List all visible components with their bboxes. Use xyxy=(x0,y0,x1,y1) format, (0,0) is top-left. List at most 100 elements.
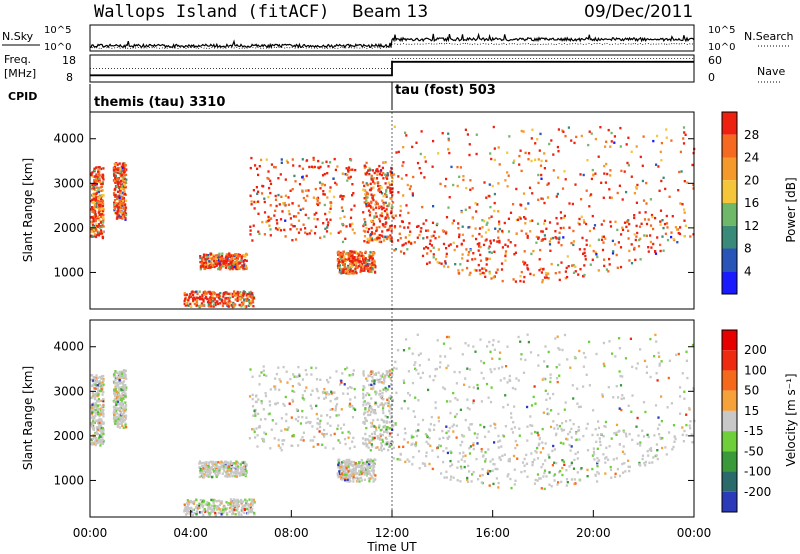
scatter-cell xyxy=(341,209,344,213)
scatter-cell xyxy=(488,270,491,274)
scatter-cell xyxy=(122,384,125,387)
scatter-cell xyxy=(471,258,474,261)
scatter-cell xyxy=(122,370,126,373)
scatter-cell xyxy=(350,265,354,268)
scatter-cell xyxy=(226,303,229,306)
scatter-cell xyxy=(102,377,105,381)
scatter-cell xyxy=(210,261,213,265)
scatter-cell xyxy=(96,190,99,193)
scatter-cell xyxy=(225,291,228,294)
scatter-cell xyxy=(257,426,261,429)
scatter-cell xyxy=(289,217,292,220)
scatter-cell xyxy=(231,267,234,270)
scatter-cell xyxy=(317,422,321,426)
scatter-cell xyxy=(277,444,280,447)
scatter-cell xyxy=(497,236,500,239)
scatter-cell xyxy=(251,397,254,401)
scatter-cell xyxy=(195,296,198,299)
scatter-cell xyxy=(241,505,244,508)
scatter-cell xyxy=(571,202,574,206)
scatter-cell xyxy=(251,428,254,431)
scatter-cell xyxy=(370,268,373,271)
scatter-cell xyxy=(349,385,352,389)
scatter-cell xyxy=(204,467,207,471)
scatter-cell xyxy=(100,225,103,229)
scatter-cell xyxy=(372,469,375,472)
scatter-cell xyxy=(260,371,263,374)
scatter-cell xyxy=(523,263,526,266)
scatter-cell xyxy=(218,466,221,469)
scatter-cell xyxy=(388,226,391,230)
scatter-cell xyxy=(122,208,125,211)
scatter-cell xyxy=(349,168,352,171)
scatter-cell xyxy=(413,241,416,244)
scatter-cell xyxy=(220,510,223,513)
scatter-cell xyxy=(442,342,446,345)
scatter-cell xyxy=(101,200,105,203)
scatter-cell xyxy=(185,302,188,305)
scatter-cell xyxy=(220,513,223,516)
scatter-cell xyxy=(654,252,658,255)
scatter-cell xyxy=(287,203,291,206)
scatter-cell xyxy=(474,202,477,205)
scatter-cell xyxy=(574,432,578,435)
scatter-cell xyxy=(591,433,594,437)
scatter-cell xyxy=(292,434,295,437)
scatter-cell xyxy=(557,176,560,179)
scatter-cell xyxy=(380,173,383,177)
scatter-cell xyxy=(195,506,198,510)
scatter-cell xyxy=(254,408,257,412)
scatter-cell xyxy=(243,473,246,476)
scatter-cell xyxy=(100,185,104,189)
scatter-cell xyxy=(485,257,488,260)
scatter-cell xyxy=(351,256,354,259)
scatter-cell xyxy=(343,475,346,479)
scatter-cell xyxy=(379,429,382,432)
scatter-cell xyxy=(268,219,271,222)
scatter-cell xyxy=(360,254,363,258)
scatter-cell xyxy=(93,421,96,424)
scatter-cell xyxy=(354,477,357,480)
scatter-cell xyxy=(118,194,121,197)
scatter-cell xyxy=(326,226,329,229)
scatter-cell xyxy=(348,432,351,435)
scatter-cell xyxy=(638,211,641,214)
scatter-cell xyxy=(204,261,207,264)
scatter-cell xyxy=(224,460,227,463)
scatter-cell xyxy=(260,400,263,403)
scatter-cell xyxy=(297,219,301,222)
scatter-cell xyxy=(384,388,387,391)
scatter-cell xyxy=(369,251,372,254)
scatter-cell xyxy=(426,236,429,239)
scatter-cell xyxy=(336,165,339,168)
scatter-cell xyxy=(589,263,592,266)
scatter-cell xyxy=(341,461,344,464)
scatter-cell xyxy=(604,181,607,184)
scatter-cell xyxy=(398,445,401,449)
scatter-cell xyxy=(91,422,94,425)
scatter-cell xyxy=(198,460,201,463)
scatter-cell xyxy=(466,478,469,482)
scatter-cell xyxy=(546,196,550,199)
scatter-cell xyxy=(341,260,345,264)
scatter-cell xyxy=(197,296,200,300)
scatter-cell xyxy=(507,238,510,242)
scatter-cell xyxy=(118,407,121,410)
scatter-cell xyxy=(92,220,95,223)
scatter-cell xyxy=(578,349,581,353)
scatter-cell xyxy=(638,238,641,242)
scatter-cell xyxy=(101,412,104,415)
scatter-cell xyxy=(242,473,245,476)
scatter-cell xyxy=(541,197,544,201)
scatter-cell xyxy=(243,511,246,515)
scatter-cell xyxy=(478,242,481,245)
scatter-cell xyxy=(230,469,233,472)
scatter-cell xyxy=(425,229,428,232)
scatter-cell xyxy=(452,391,455,395)
scatter-cell xyxy=(348,272,351,275)
scatter-cell xyxy=(504,243,507,246)
noise-left-tick-bottom: 10^0 xyxy=(44,42,71,53)
scatter-cell xyxy=(423,156,426,159)
scatter-cell xyxy=(630,175,633,178)
scatter-cell xyxy=(350,254,353,257)
